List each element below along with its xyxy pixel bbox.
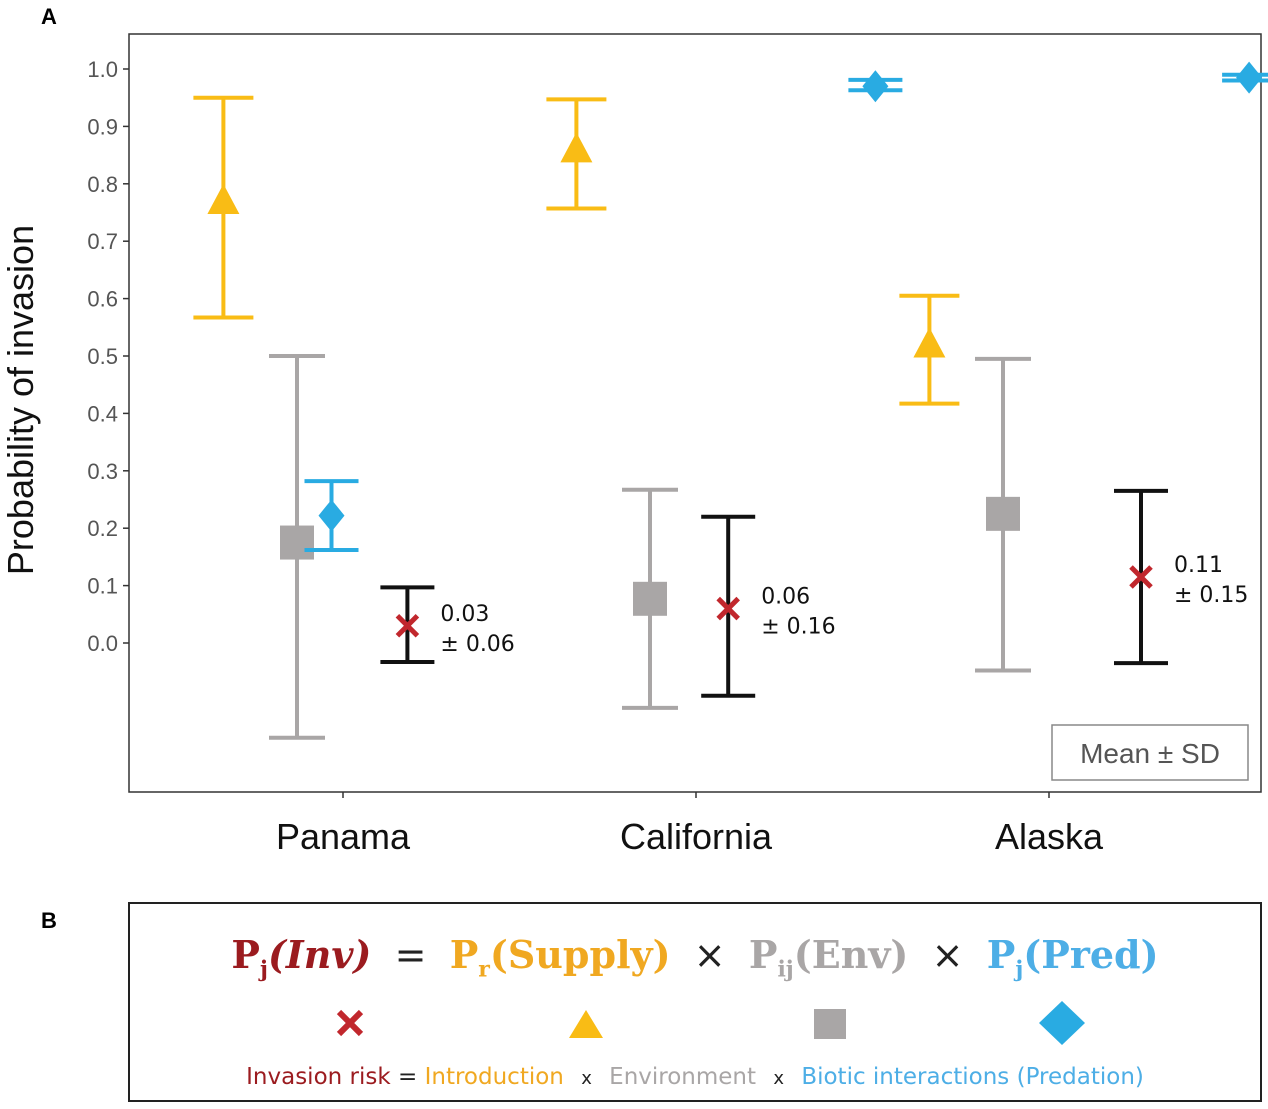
- caption-environment: Environment: [609, 1064, 757, 1090]
- formula-times: ×: [931, 933, 964, 977]
- introduction-triangle-icon: [569, 1010, 603, 1038]
- invasion-formula: Pj(Inv) = Pr(Supply) × Pij(Env) × Pj(Pre…: [130, 932, 1260, 983]
- environment-square-icon: [814, 1009, 846, 1039]
- mean-diamond: [318, 499, 345, 532]
- formula-times: ×: [693, 933, 726, 977]
- mean-square: [986, 496, 1020, 531]
- mean-triangle: [560, 132, 593, 163]
- invasion-errorbar: 0.03 ± 0.06: [380, 585, 515, 664]
- formula-equals: =: [394, 933, 427, 977]
- invasion-mean-label: 0.06: [761, 585, 810, 610]
- environment-errorbar: [622, 487, 678, 710]
- caption-introduction: Introduction: [424, 1064, 564, 1090]
- chart-marks: 0.03 ± 0.06 0.06 ± 0.16 0.11 ± 0.15: [193, 61, 1268, 740]
- invasion-sd-label: ± 0.15: [1174, 583, 1248, 608]
- y-tick-label: 0.7: [87, 229, 118, 254]
- x-category-label: Alaska: [995, 816, 1104, 857]
- y-tick-label: 0.4: [87, 401, 118, 426]
- y-tick-label: 0.9: [87, 114, 118, 139]
- mean-square: [280, 525, 314, 560]
- formula-panel: Pj(Inv) = Pr(Supply) × Pij(Env) × Pj(Pre…: [128, 902, 1262, 1102]
- invasion-errorbar: 0.06 ± 0.16: [701, 514, 836, 698]
- predation-errorbar: [1222, 61, 1268, 94]
- formula-supply-term: Pr(Supply): [449, 932, 671, 983]
- predation-errorbar: [848, 70, 903, 103]
- y-tick-label: 0.1: [87, 574, 118, 599]
- y-tick-label: 0.5: [87, 344, 118, 369]
- mean-diamond: [1236, 61, 1263, 94]
- y-tick-label: 1.0: [87, 57, 118, 82]
- mean-triangle: [913, 327, 946, 358]
- mean-square: [633, 581, 667, 616]
- mean-cross: [395, 614, 420, 638]
- environment-errorbar: [269, 354, 325, 740]
- legend-text: Mean ± SD: [1080, 738, 1220, 769]
- caption-invasion-risk: Invasion risk: [246, 1064, 391, 1090]
- legend-frame: [1051, 724, 1249, 781]
- mean-diamond: [862, 70, 889, 103]
- y-tick-label: 0.0: [87, 631, 118, 656]
- panel-b-label: B: [41, 908, 57, 933]
- x-category-label: Panama: [276, 816, 411, 857]
- invasion-mean-label: 0.11: [1174, 553, 1223, 578]
- formula-caption: Invasion risk = Introduction x Environme…: [130, 1064, 1260, 1090]
- formula-predation-term: Pj(Pred): [986, 932, 1159, 983]
- predation-diamond-icon: [1039, 1001, 1085, 1045]
- introduction-errorbar: [899, 293, 960, 406]
- mean-cross: [1129, 565, 1153, 589]
- panel-a-label: A: [41, 4, 57, 29]
- invasion-sd-label: ± 0.06: [440, 632, 514, 657]
- caption-times: x: [581, 1068, 592, 1089]
- y-tick-label: 0.3: [87, 459, 118, 484]
- invasion-mean-label: 0.03: [440, 602, 489, 627]
- y-tick-label: 0.8: [87, 172, 118, 197]
- y-tick-label: 0.2: [87, 516, 118, 541]
- mean-cross: [716, 596, 740, 621]
- mean-triangle: [207, 184, 240, 215]
- invasion-errorbar: 0.11 ± 0.15: [1114, 488, 1248, 666]
- caption-equals: =: [398, 1064, 418, 1090]
- y-axis-title: Probability of invasion: [0, 225, 41, 575]
- formula-invasion-term: Pj(Inv): [231, 932, 372, 983]
- probability-chart: 0.0 0.1 0.2 0.3 0.4 0.5 0.6 0.7 0.8 0.9 1.0 Panama C…: [0, 33, 1268, 857]
- caption-biotic-interactions: Biotic interactions (Predation): [801, 1064, 1144, 1090]
- y-tick-label: 0.6: [87, 287, 118, 312]
- predation-errorbar: [304, 479, 359, 553]
- axes: 0.0 0.1 0.2 0.3 0.4 0.5 0.6 0.7 0.8 0.9 1.0 Panama C…: [0, 57, 1104, 857]
- introduction-errorbar: [193, 95, 254, 320]
- introduction-errorbar: [546, 97, 607, 211]
- formula-environment-term: Pij(Env): [748, 932, 909, 983]
- invasion-sd-label: ± 0.16: [761, 615, 835, 640]
- invasion-cross-icon: [336, 1009, 364, 1037]
- environment-errorbar: [975, 356, 1031, 673]
- caption-times: x: [773, 1068, 784, 1089]
- x-category-label: California: [620, 816, 773, 857]
- legend-box: Mean ± SD: [1051, 724, 1249, 781]
